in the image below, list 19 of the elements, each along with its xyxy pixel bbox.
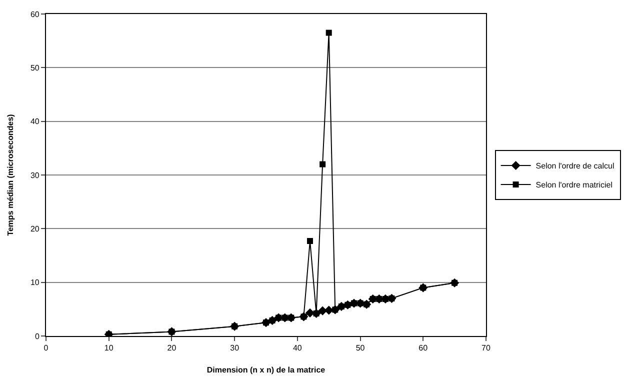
x-tick-label: 30 [230, 344, 240, 353]
x-tick-label: 10 [104, 344, 114, 353]
y-axis-title: Temps médian (microsecondes) [6, 114, 16, 236]
y-tick-label: 20 [30, 224, 40, 234]
x-tick-label: 50 [356, 344, 366, 353]
y-tick-label: 60 [30, 10, 40, 19]
x-axis-title: Dimension (n x n) de la matrice [206, 366, 326, 375]
x-tick-label: 60 [418, 344, 428, 353]
y-tick-label: 30 [30, 170, 40, 180]
x-tick-label: 40 [292, 344, 302, 353]
y-tick-label: 10 [30, 278, 40, 288]
legend-label: Selon l'ordre de calcul [536, 162, 614, 171]
y-tick-label: 50 [30, 63, 40, 72]
y-tick-label: 0 [34, 332, 40, 341]
x-tick-label: 20 [167, 344, 177, 353]
legend-label: Selon l'ordre matriciel [536, 180, 613, 190]
x-tick-label: 70 [482, 344, 491, 353]
y-tick-label: 40 [30, 117, 40, 126]
x-tick-label: 0 [44, 344, 49, 353]
